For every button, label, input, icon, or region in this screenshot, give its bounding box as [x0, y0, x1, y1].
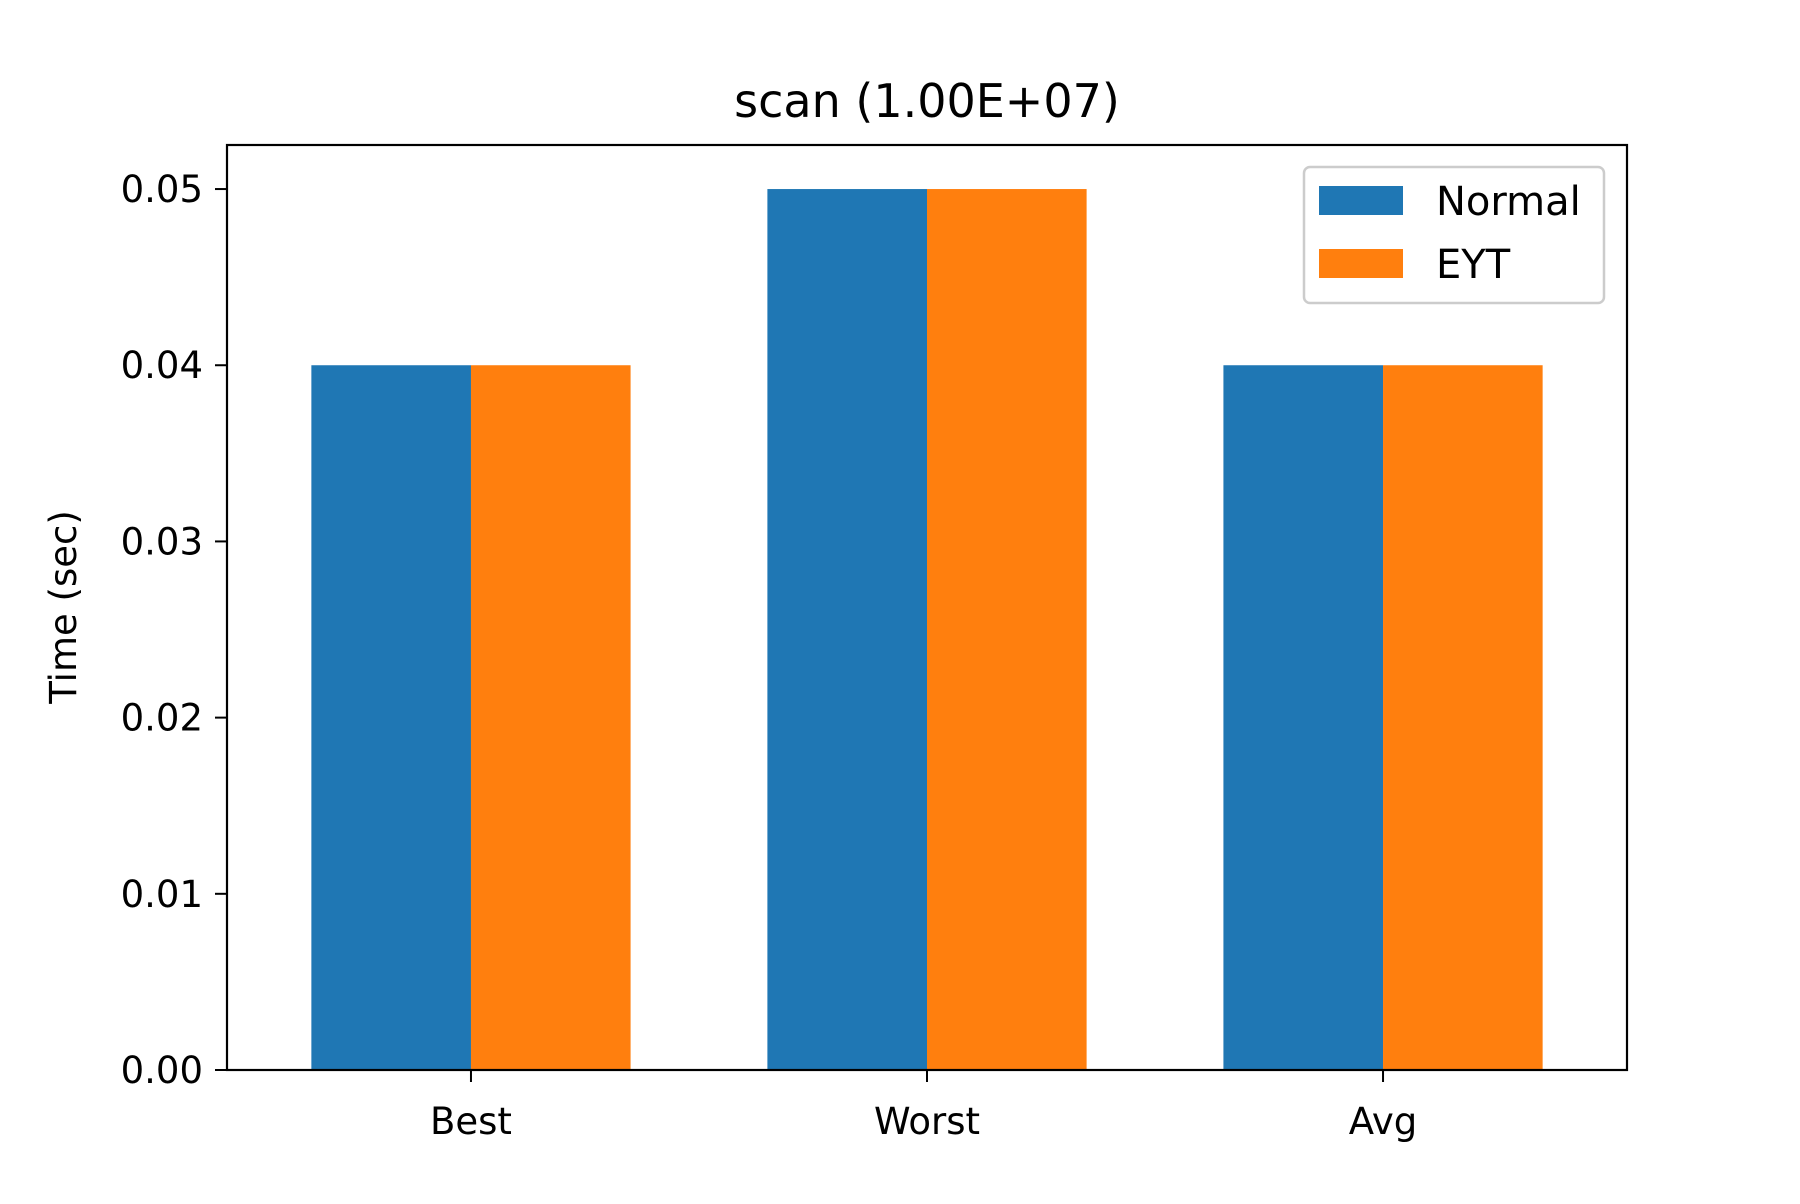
bar-normal-best	[311, 365, 471, 1070]
y-tick-label: 0.00	[121, 1049, 203, 1092]
y-tick-label: 0.05	[121, 168, 203, 211]
legend-label-eyt: EYT	[1436, 242, 1511, 288]
chart-title: scan (1.00E+07)	[734, 74, 1120, 128]
x-axis: Best Worst Avg	[430, 1070, 1417, 1143]
legend-label-normal: Normal	[1436, 179, 1581, 225]
x-tick-label: Best	[430, 1100, 512, 1143]
legend-swatch-normal	[1319, 186, 1403, 215]
bar-normal-avg	[1223, 365, 1384, 1070]
y-axis: 0.00 0.01 0.02 0.03 0.04 0.05	[121, 168, 227, 1092]
bar-normal-worst	[767, 189, 927, 1071]
x-tick-label: Avg	[1349, 1100, 1418, 1143]
y-tick-label: 0.02	[121, 697, 203, 740]
y-tick-label: 0.01	[121, 873, 203, 916]
y-axis-label: Time (sec)	[42, 510, 85, 705]
bar-eyt-best	[470, 365, 631, 1070]
bars-group	[311, 189, 1543, 1071]
y-tick-label: 0.03	[121, 520, 203, 563]
y-tick-label: 0.04	[121, 344, 203, 387]
legend-swatch-eyt	[1319, 249, 1403, 278]
bar-eyt-worst	[927, 189, 1087, 1071]
legend: Normal EYT	[1302, 165, 1606, 305]
bar-eyt-avg	[1383, 365, 1543, 1070]
x-tick-label: Worst	[874, 1100, 980, 1143]
